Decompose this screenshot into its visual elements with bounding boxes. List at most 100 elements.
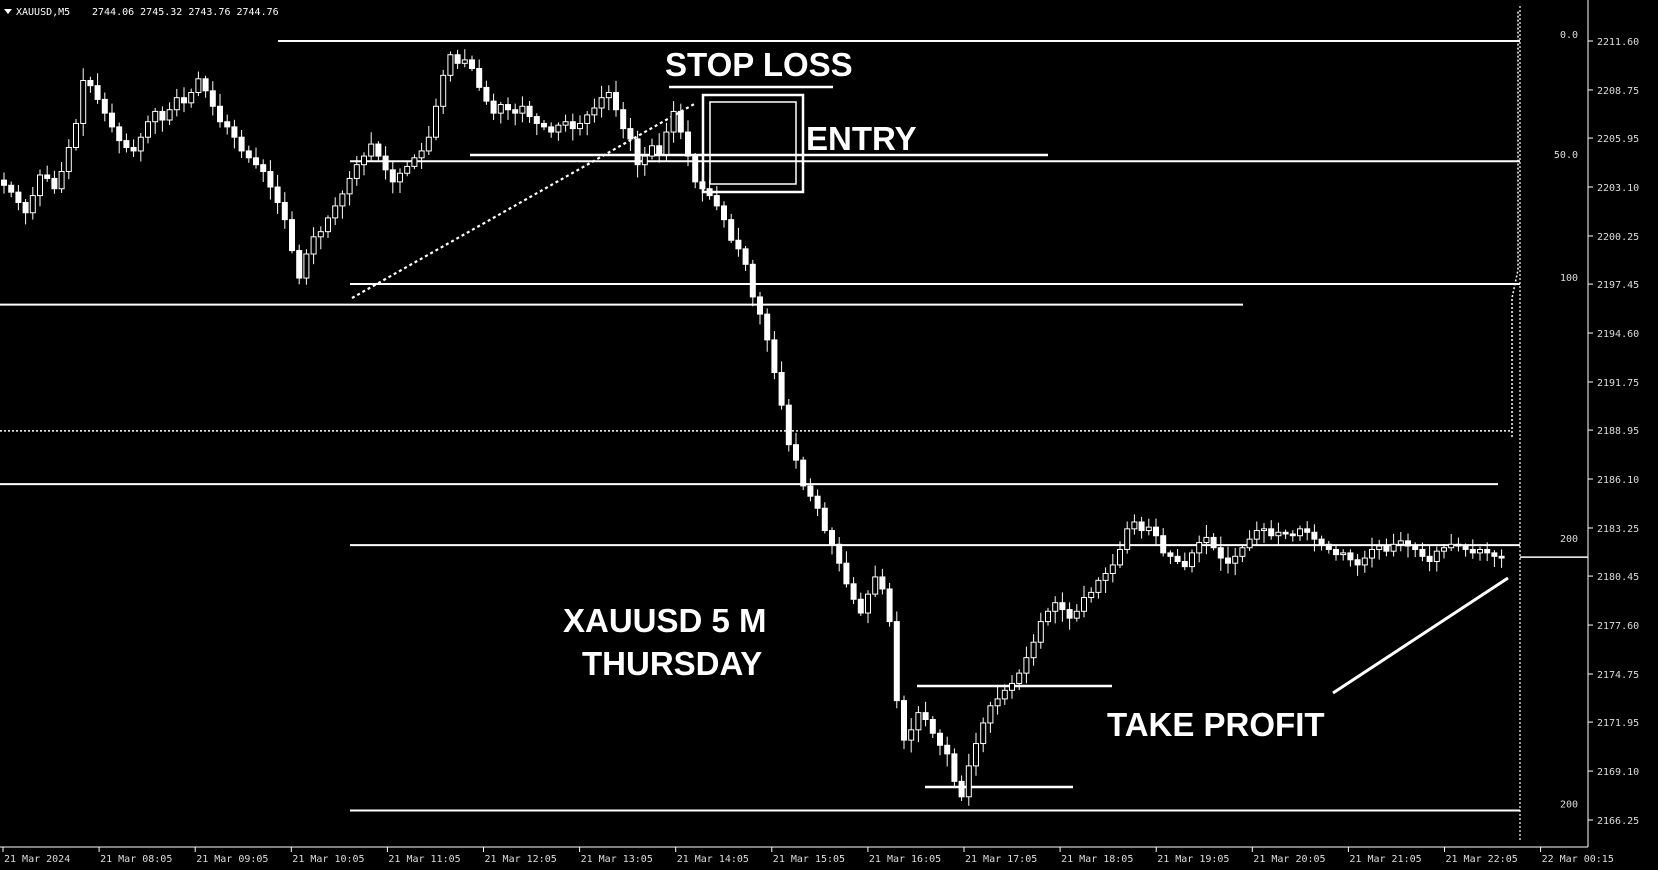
time-tick-label: 21 Mar 09:05 <box>196 854 268 865</box>
candle-body <box>137 136 144 152</box>
candle <box>1145 518 1152 536</box>
candle <box>1448 533 1455 552</box>
candle-body <box>101 98 108 114</box>
candle-body <box>670 110 677 133</box>
candle <box>944 736 951 767</box>
candle <box>152 108 159 134</box>
candle-body <box>1275 531 1282 537</box>
candle <box>411 154 418 170</box>
candle <box>1045 607 1051 626</box>
candle-body <box>353 164 360 179</box>
symbol-label: XAUUSD,M5 <box>16 7 70 18</box>
time-tick-label: 21 Mar 19:05 <box>1157 854 1229 865</box>
candle-body <box>937 732 943 746</box>
chart-title-line1: XAUUSD 5 M <box>563 602 767 639</box>
candle <box>1009 675 1015 699</box>
candle <box>1498 549 1505 568</box>
candle-body <box>922 712 929 721</box>
price-tick-label: 2191.75 <box>1597 378 1639 389</box>
candle <box>721 201 727 228</box>
candle <box>116 122 123 154</box>
candle-body <box>1160 535 1167 554</box>
candle-body <box>980 722 987 745</box>
candle-body <box>829 530 835 545</box>
candle-body <box>1268 528 1275 537</box>
collapse-triangle-icon[interactable] <box>4 9 12 14</box>
price-tick-label: 2205.95 <box>1597 134 1639 145</box>
candle <box>735 227 742 257</box>
time-scale[interactable]: 21 Mar 2024 21 Mar 08:05 21 Mar 09:05 21 Ma… <box>2 847 1614 865</box>
candle-body <box>339 193 346 207</box>
candle-body <box>555 124 562 133</box>
candle-body <box>58 171 65 190</box>
entry-zone-box-inner <box>709 101 797 185</box>
candle-body <box>613 92 619 111</box>
candle-body <box>65 147 72 173</box>
candle-body <box>116 126 123 142</box>
candle-body <box>346 177 353 195</box>
candle <box>1095 577 1102 599</box>
candle-body <box>1405 540 1411 547</box>
candle-body <box>1174 555 1181 562</box>
price-tick-label: 2174.75 <box>1597 670 1639 681</box>
candle-body <box>735 239 742 250</box>
candle-body <box>109 112 115 128</box>
candle <box>519 96 526 123</box>
candle <box>785 399 792 452</box>
candle-body <box>1318 538 1325 545</box>
candle <box>51 170 58 194</box>
candle-body <box>51 177 58 190</box>
candle-body <box>173 97 180 111</box>
time-tick-label: 21 Mar 20:05 <box>1253 854 1325 865</box>
candle-body <box>663 131 670 155</box>
candle <box>267 160 274 200</box>
candle-body <box>1 179 7 186</box>
candle <box>404 162 411 177</box>
candle-body <box>1426 555 1433 562</box>
candle <box>1167 550 1174 564</box>
candle-body <box>1347 552 1354 561</box>
candle-body <box>145 121 151 138</box>
candle-body <box>440 74 447 107</box>
candle <box>1037 612 1044 649</box>
candle-body <box>1491 552 1498 557</box>
candle <box>166 102 173 126</box>
price-tick-label: 2171.95 <box>1597 718 1639 729</box>
price-tick-label: 2177.60 <box>1597 621 1639 632</box>
candle <box>209 81 216 116</box>
candle-body <box>80 80 87 124</box>
candle-body <box>1419 548 1426 557</box>
candle <box>807 478 814 502</box>
time-tick-label: 21 Mar 14:05 <box>677 854 749 865</box>
candle-body <box>785 404 792 446</box>
candle-body <box>634 138 641 166</box>
candle-body <box>490 100 497 114</box>
candle-body <box>1304 528 1311 533</box>
candle <box>634 130 641 178</box>
candle-body <box>908 729 915 741</box>
candle-body <box>944 744 951 755</box>
candle-body <box>274 186 281 203</box>
candle <box>1462 543 1469 557</box>
fib-level-label: 100 <box>1560 273 1578 284</box>
candle-body <box>1462 545 1469 550</box>
candle <box>836 537 843 572</box>
candle <box>1333 545 1339 561</box>
candle <box>1433 546 1440 572</box>
candle <box>1455 537 1462 552</box>
candle-body <box>1239 547 1246 557</box>
price-scale[interactable]: 2211.60 2208.75 2205.95 2203.10 2200.25 2197.… <box>1520 37 1639 827</box>
price-tick-label: 2211.60 <box>1597 37 1639 48</box>
candle-body <box>73 122 79 149</box>
candle <box>325 215 331 238</box>
candle-body <box>267 171 274 188</box>
price-tick-label: 2183.25 <box>1597 524 1639 535</box>
candle <box>958 775 965 802</box>
fib-level-label: 0.0 <box>1560 30 1578 41</box>
fib-trendline <box>351 102 697 299</box>
candle-body <box>44 174 51 179</box>
candle <box>1354 553 1361 576</box>
candle-body <box>1369 548 1375 559</box>
candle <box>1412 542 1419 558</box>
